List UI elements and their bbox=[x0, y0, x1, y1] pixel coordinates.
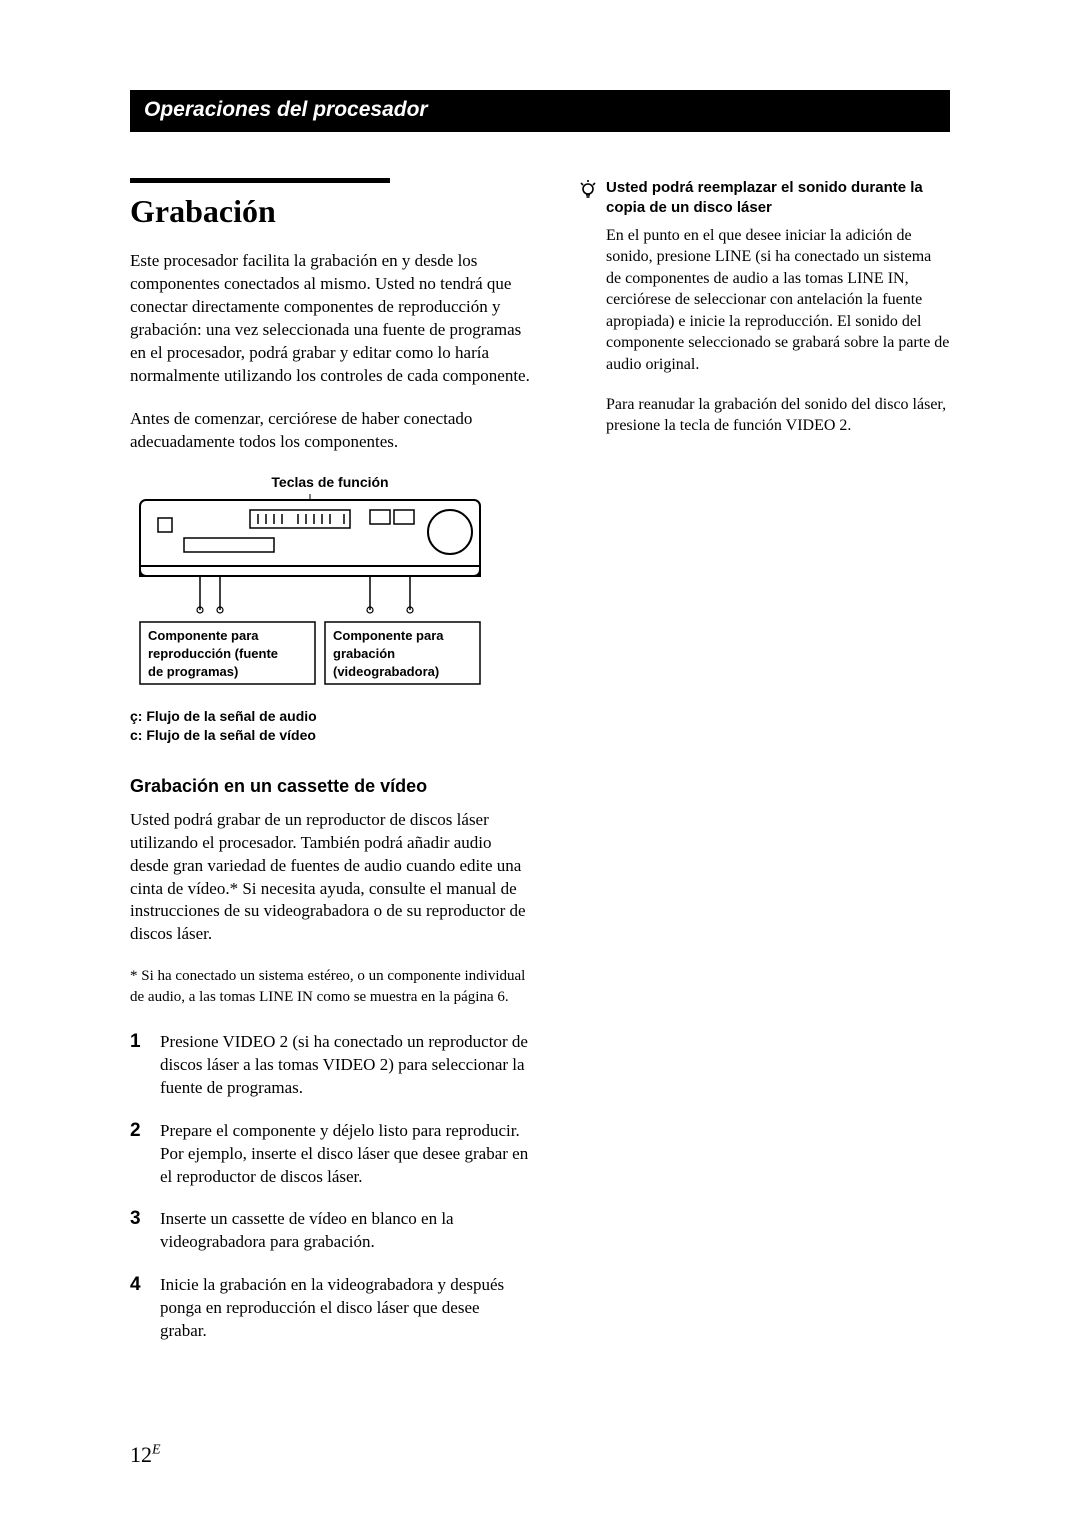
step-text: Presione VIDEO 2 (si ha conectado un rep… bbox=[160, 1031, 530, 1100]
step-number: 1 bbox=[130, 1031, 146, 1100]
page-title: Grabación bbox=[130, 193, 530, 230]
footnote: * Si ha conectado un sistema estéreo, o … bbox=[130, 966, 530, 1007]
lightbulb-icon bbox=[578, 179, 598, 204]
section-header: Operaciones del procesador bbox=[130, 90, 950, 132]
step-number: 2 bbox=[130, 1120, 146, 1189]
diagram-block: Teclas de función bbox=[130, 474, 530, 697]
svg-text:grabación: grabación bbox=[333, 646, 395, 661]
body-paragraph-2: Usted podrá grabar de un reproductor de … bbox=[130, 809, 530, 947]
right-column: Usted podrá reemplazar el sonido durante… bbox=[578, 178, 950, 1363]
tip-title: Usted podrá reemplazar el sonido durante… bbox=[606, 178, 950, 219]
step-item: 3 Inserte un cassette de vídeo en blanco… bbox=[130, 1208, 530, 1254]
step-text: Inserte un cassette de vídeo en blanco e… bbox=[160, 1208, 530, 1254]
svg-text:de programas): de programas) bbox=[148, 664, 238, 679]
signal-legend: ç: Flujo de la señal de audio c: Flujo d… bbox=[130, 707, 530, 746]
title-rule bbox=[130, 178, 390, 183]
device-diagram: Componente para reproducción (fuente de … bbox=[130, 492, 490, 692]
svg-text:Componente para: Componente para bbox=[148, 628, 259, 643]
section-header-text: Operaciones del procesador bbox=[144, 98, 428, 121]
step-number: 4 bbox=[130, 1274, 146, 1343]
tip-header: Usted podrá reemplazar el sonido durante… bbox=[578, 178, 950, 219]
step-item: 4 Inicie la grabación en la videograbado… bbox=[130, 1274, 530, 1343]
tip-body-1: En el punto en el que desee iniciar la a… bbox=[606, 225, 950, 376]
steps-list: 1 Presione VIDEO 2 (si ha conectado un r… bbox=[130, 1031, 530, 1343]
step-text: Prepare el componente y déjelo listo par… bbox=[160, 1120, 530, 1189]
subheading: Grabación en un cassette de vídeo bbox=[130, 776, 530, 797]
tip-body-2: Para reanudar la grabación del sonido de… bbox=[606, 394, 950, 437]
diagram-caption: Teclas de función bbox=[130, 474, 530, 490]
content-columns: Grabación Este procesador facilita la gr… bbox=[130, 178, 950, 1363]
page-number-value: 12 bbox=[130, 1442, 152, 1467]
intro-paragraph-2: Antes de comenzar, cerciórese de haber c… bbox=[130, 408, 530, 454]
legend-video: c: Flujo de la señal de vídeo bbox=[130, 726, 530, 746]
svg-text:(videograbadora): (videograbadora) bbox=[333, 664, 439, 679]
svg-text:reproducción (fuente: reproducción (fuente bbox=[148, 646, 278, 661]
step-item: 1 Presione VIDEO 2 (si ha conectado un r… bbox=[130, 1031, 530, 1100]
legend-audio: ç: Flujo de la señal de audio bbox=[130, 707, 530, 727]
step-number: 3 bbox=[130, 1208, 146, 1254]
step-item: 2 Prepare el componente y déjelo listo p… bbox=[130, 1120, 530, 1189]
left-column: Grabación Este procesador facilita la gr… bbox=[130, 178, 530, 1363]
step-text: Inicie la grabación en la videograbadora… bbox=[160, 1274, 530, 1343]
intro-paragraph-1: Este procesador facilita la grabación en… bbox=[130, 250, 530, 388]
page-number-sup: E bbox=[152, 1443, 161, 1458]
page-number: 12E bbox=[130, 1442, 161, 1468]
svg-text:Componente para: Componente para bbox=[333, 628, 444, 643]
